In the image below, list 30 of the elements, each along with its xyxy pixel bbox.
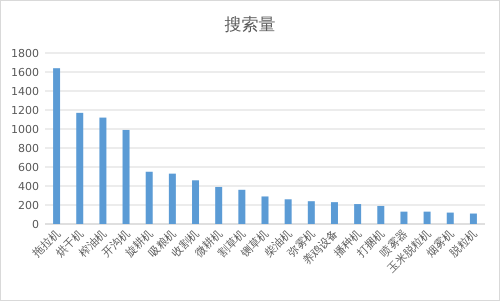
bar	[262, 196, 268, 224]
bar	[377, 206, 384, 224]
bar	[470, 214, 477, 224]
y-tick-label: 1400	[11, 85, 39, 98]
y-tick-label: 400	[18, 180, 39, 193]
bar	[215, 186, 222, 224]
bar	[354, 204, 362, 224]
y-tick-label: 1000	[11, 123, 39, 136]
y-tick-label: 1600	[11, 66, 39, 79]
bar	[330, 202, 338, 224]
y-tick-label: 1200	[11, 104, 39, 117]
bar	[400, 212, 408, 224]
bar	[168, 174, 176, 224]
bar	[284, 199, 292, 224]
bar	[424, 212, 431, 224]
bar	[122, 130, 130, 224]
chart-title: 搜索量	[224, 15, 276, 35]
y-tick-label: 1800	[11, 47, 39, 60]
y-tick-label: 0	[32, 218, 39, 231]
bar	[238, 190, 246, 224]
bar	[446, 212, 454, 224]
y-tick-label: 800	[18, 142, 39, 155]
bar	[76, 112, 84, 224]
bar	[146, 172, 153, 224]
bar	[99, 118, 106, 224]
bar	[308, 201, 315, 224]
y-tick-label: 200	[18, 199, 39, 212]
bar	[53, 68, 60, 224]
bar	[192, 180, 200, 224]
y-tick-label: 600	[18, 161, 39, 174]
